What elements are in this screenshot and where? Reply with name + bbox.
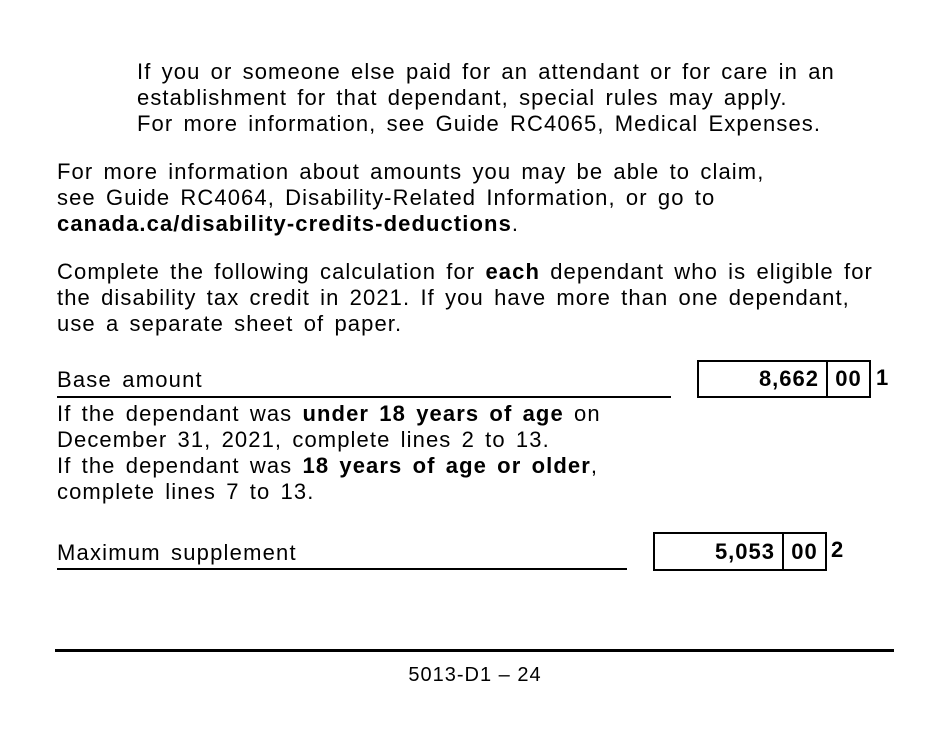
text-segment: Complete the following calculation for	[57, 259, 486, 284]
text-line: If you or someone else paid for an atten…	[137, 59, 835, 84]
text-segment: dependant who is eligible for	[539, 259, 873, 284]
more-info-paragraph: For more information about amounts you m…	[57, 159, 764, 237]
footer-rule	[55, 649, 894, 652]
text-line: the disability tax credit in 2021. If yo…	[57, 285, 850, 310]
text-line: For more information, see Guide RC4065, …	[137, 111, 822, 136]
text-line: Complete the following calculation for e…	[57, 259, 873, 285]
text-segment-bold: 18 years of age or older	[302, 453, 591, 478]
text-line: December 31, 2021, complete lines 2 to 1…	[57, 427, 550, 452]
text-segment: If the dependant was	[57, 453, 303, 478]
line-number-2: 2	[831, 537, 844, 562]
text-line: use a separate sheet of paper.	[57, 311, 403, 336]
calculation-instructions-paragraph: Complete the following calculation for e…	[57, 259, 873, 337]
text-line: establishment for that dependant, specia…	[137, 85, 788, 110]
page-footer: 5013-D1 – 24	[408, 664, 542, 686]
age-note-paragraph: If the dependant was under 18 years of a…	[57, 401, 601, 505]
text-line: For more information about amounts you m…	[57, 159, 765, 184]
base-amount-cents: 00	[826, 362, 869, 396]
text-segment-bold: each	[485, 259, 540, 284]
text-line: complete lines 7 to 13.	[57, 479, 315, 504]
base-amount-label: Base amount	[57, 367, 203, 392]
text-segment: .	[511, 211, 520, 236]
maximum-supplement-value: 5,053	[714, 538, 775, 564]
text-line: see Guide RC4064, Disability-Related Inf…	[57, 185, 716, 210]
base-amount-box: 8,662 00	[697, 360, 871, 398]
text-line: If the dependant was under 18 years of a…	[57, 401, 601, 427]
attendant-note-paragraph: If you or someone else paid for an atten…	[137, 59, 835, 137]
text-line: If the dependant was 18 years of age or …	[57, 453, 601, 479]
text-line: canada.ca/disability-credits-deductions.	[57, 211, 764, 237]
maximum-supplement-cents: 00	[782, 534, 825, 569]
text-segment: ,	[590, 453, 599, 478]
text-segment: If the dependant was	[57, 401, 303, 426]
text-segment: on	[563, 401, 601, 426]
line-number-1: 1	[876, 365, 889, 390]
maximum-supplement-box: 5,053 00	[653, 532, 827, 571]
maximum-supplement-label: Maximum supplement	[57, 540, 297, 565]
canada-link-text: canada.ca/disability-credits-deductions	[57, 211, 512, 236]
base-amount-leader-line	[57, 396, 671, 398]
base-amount-value: 8,662	[758, 366, 819, 391]
maximum-supplement-leader-line	[57, 568, 627, 570]
text-segment-bold: under 18 years of age	[302, 401, 564, 426]
